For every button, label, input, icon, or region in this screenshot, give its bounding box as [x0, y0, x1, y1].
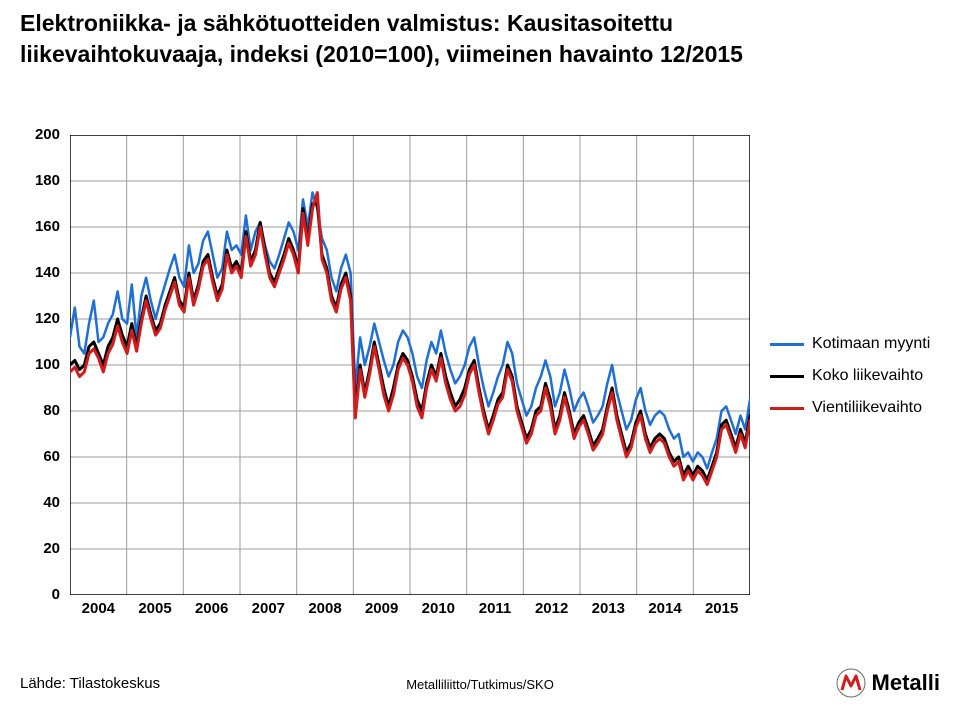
y-tick-label: 120 — [0, 310, 60, 327]
x-tick-label: 2005 — [138, 600, 171, 617]
y-tick-label: 20 — [0, 540, 60, 557]
y-tick-label: 160 — [0, 218, 60, 235]
y-tick-label: 200 — [0, 126, 60, 143]
x-tick-label: 2014 — [648, 600, 681, 617]
x-tick-label: 2012 — [535, 600, 568, 617]
metalli-logo-icon — [836, 668, 866, 698]
chart-title: Elektroniikka- ja sähkötuotteiden valmis… — [20, 8, 920, 70]
y-tick-label: 0 — [0, 586, 60, 603]
legend-item: Vientiliikevaihto — [770, 399, 950, 417]
y-tick-label: 140 — [0, 264, 60, 281]
x-tick-label: 2013 — [592, 600, 625, 617]
legend-label: Koko liikevaihto — [812, 367, 923, 385]
legend-item: Koko liikevaihto — [770, 367, 950, 385]
line-chart — [70, 135, 750, 595]
x-tick-label: 2004 — [82, 600, 115, 617]
x-tick-label: 2009 — [365, 600, 398, 617]
x-tick-label: 2010 — [422, 600, 455, 617]
source-caption: Lähde: Tilastokeskus — [20, 675, 160, 692]
legend: Kotimaan myynti Koko liikevaihto Vientilii… — [770, 335, 950, 431]
legend-item: Kotimaan myynti — [770, 335, 950, 353]
brand-logo-text: Metalli — [872, 670, 940, 696]
legend-label: Vientiliikevaihto — [812, 399, 922, 417]
legend-swatch — [770, 375, 804, 378]
x-tick-label: 2015 — [705, 600, 738, 617]
chart-area — [70, 135, 750, 595]
x-tick-label: 2007 — [252, 600, 285, 617]
brand-logo: Metalli — [836, 668, 940, 698]
y-tick-label: 40 — [0, 494, 60, 511]
page-root: { "title": { "line1": "Elektroniikka- ja… — [0, 0, 960, 710]
title-line1: Elektroniikka- ja sähkötuotteiden valmis… — [20, 10, 673, 36]
legend-label: Kotimaan myynti — [812, 335, 930, 353]
y-tick-label: 180 — [0, 172, 60, 189]
legend-swatch — [770, 343, 804, 346]
title-line2: liikevaihtokuvaaja, indeksi (2010=100), … — [20, 41, 743, 67]
legend-swatch — [770, 407, 804, 410]
y-tick-label: 60 — [0, 448, 60, 465]
footer-center-caption: Metalliliitto/Tutkimus/SKO — [406, 677, 554, 692]
y-tick-label: 100 — [0, 356, 60, 373]
y-tick-label: 80 — [0, 402, 60, 419]
x-tick-label: 2006 — [195, 600, 228, 617]
x-tick-label: 2011 — [479, 600, 512, 617]
x-tick-label: 2008 — [308, 600, 341, 617]
